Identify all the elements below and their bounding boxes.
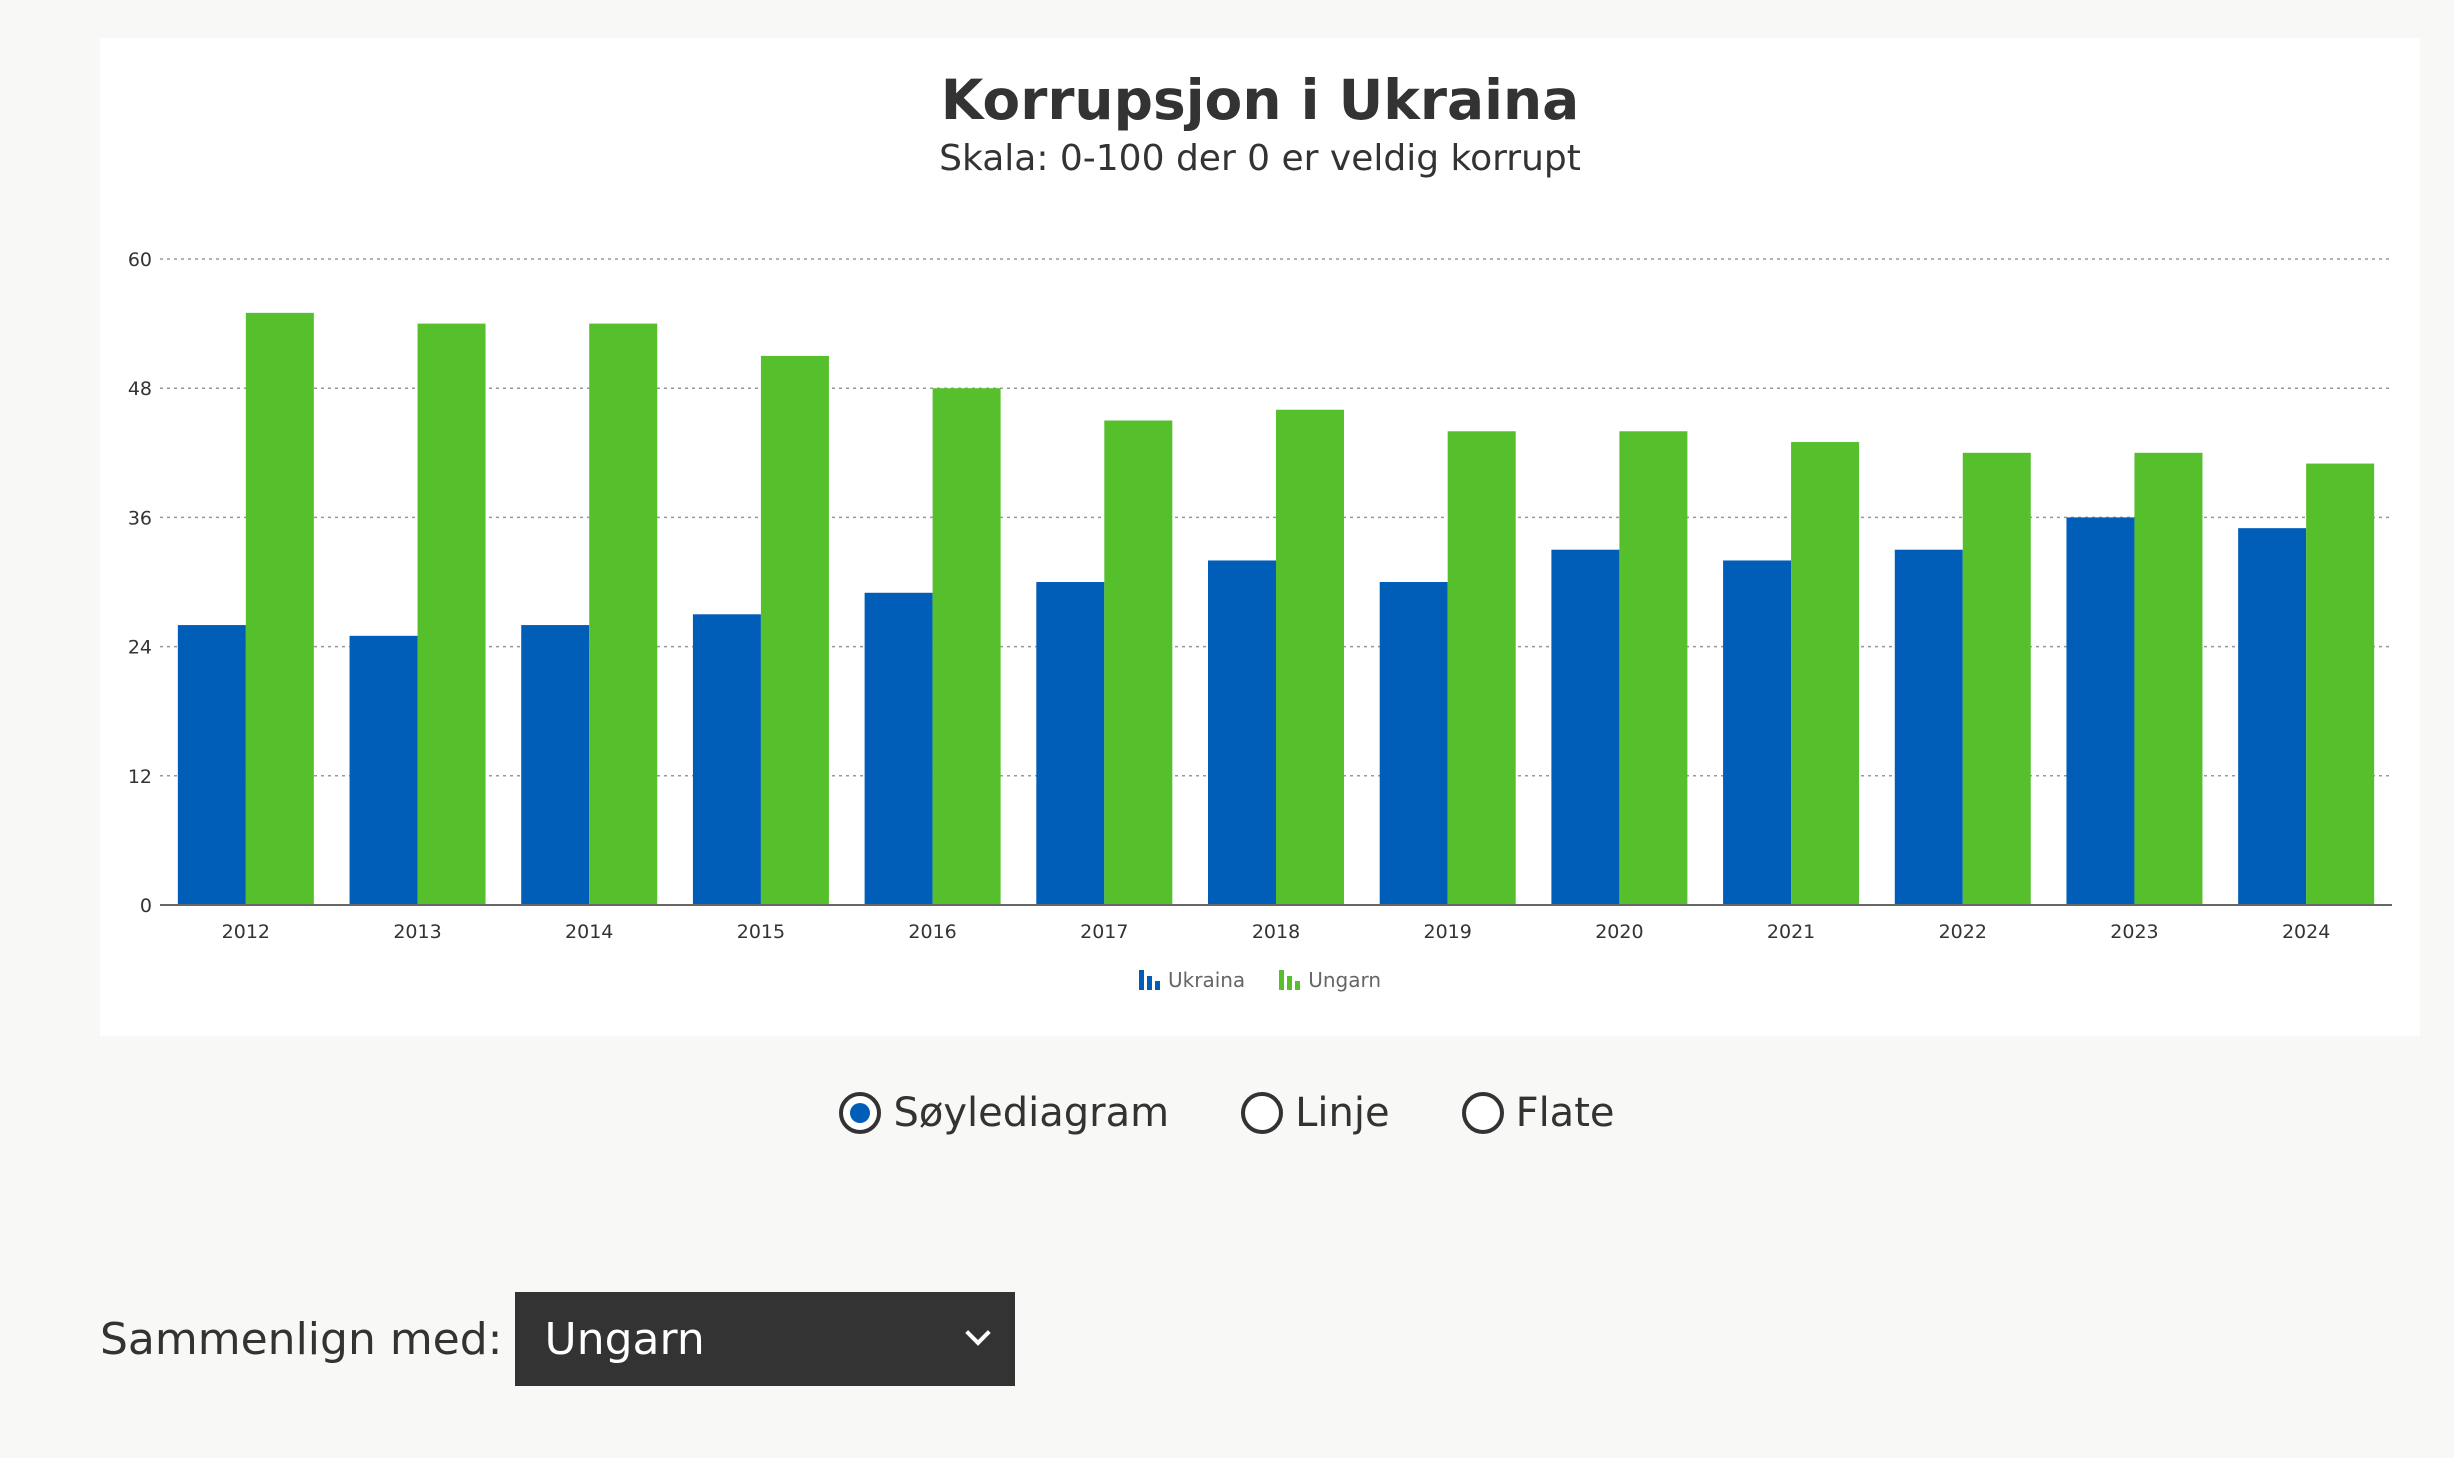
x-tick-label: 2021 <box>1767 921 1815 943</box>
legend-icon-bar <box>1139 970 1144 990</box>
x-tick-label: 2022 <box>1939 921 1987 943</box>
legend-icon-bar <box>1279 970 1285 990</box>
radio-label[interactable]: Linje <box>1295 1090 1390 1136</box>
chevron-down-icon <box>964 1320 991 1346</box>
x-tick-label: 2019 <box>1424 921 1472 943</box>
bar-chart: 0 12 24 36 48 60 2012 2013 2014 2015 2016 2017 2018 2… <box>128 249 2392 943</box>
bar-ukraina-2024[interactable] <box>2238 528 2307 905</box>
bar-ukraina-2016[interactable] <box>864 592 933 905</box>
radio-button-icon[interactable] <box>1241 1092 1284 1134</box>
bar-ungarn-2021[interactable] <box>1791 442 1860 905</box>
bar-ukraina-2022[interactable] <box>1894 549 1963 905</box>
bar-ungarn-2020[interactable] <box>1619 431 1688 905</box>
bar-ungarn-2024[interactable] <box>2306 463 2375 905</box>
x-tick-label: 2023 <box>2110 921 2158 943</box>
legend-icon-bar <box>1155 981 1160 990</box>
x-tick-label: 2013 <box>393 921 441 943</box>
radio-label[interactable]: Flate <box>1515 1090 1615 1136</box>
bar-ukraina-2019[interactable] <box>1379 582 1448 905</box>
legend-icon-bar <box>1295 981 1301 990</box>
legend-label: Ungarn <box>1308 968 1381 992</box>
legend-icon-bar <box>1147 976 1152 990</box>
x-tick-label: 2016 <box>908 921 956 943</box>
radio-button-icon[interactable] <box>1461 1092 1504 1134</box>
bar-ungarn-2022[interactable] <box>1962 452 2031 905</box>
bar-ungarn-2018[interactable] <box>1276 409 1344 905</box>
bar-ungarn-2023[interactable] <box>2134 452 2203 905</box>
bar-ukraina-2020[interactable] <box>1551 549 1620 905</box>
x-tick-label: 2015 <box>737 921 785 943</box>
bar-ukraina-2013[interactable] <box>349 635 418 905</box>
legend-icon-bar <box>1287 976 1293 990</box>
x-tick-label: 2020 <box>1595 921 1643 943</box>
radio-soylediagram[interactable]: Søylediagram <box>839 1090 1169 1136</box>
y-tick-label: 12 <box>128 766 152 788</box>
bar-ungarn-2019[interactable] <box>1447 431 1516 905</box>
bar-chart-icon <box>1139 970 1160 990</box>
y-tick-label: 0 <box>140 895 152 917</box>
bar-ungarn-2015[interactable] <box>760 355 829 905</box>
y-tick-label: 60 <box>128 249 152 271</box>
x-tick-label: 2017 <box>1080 921 1128 943</box>
radio-button-icon[interactable] <box>839 1092 882 1134</box>
x-tick-label: 2014 <box>565 921 613 943</box>
bar-chart-icon <box>1279 970 1301 990</box>
radio-selected-dot <box>850 1103 871 1123</box>
chart-card: Korrupsjon i Ukraina Skala: 0-100 der 0 … <box>100 38 2420 1036</box>
compare-control: Sammenlign med: Ungarn <box>100 1292 1015 1386</box>
chart-title: Korrupsjon i Ukraina <box>940 68 1580 132</box>
bars <box>177 312 2375 906</box>
chart-type-selector: Søylediagram Linje Flate <box>0 1090 2454 1136</box>
bar-ungarn-2016[interactable] <box>932 388 1001 905</box>
bar-ukraina-2017[interactable] <box>1036 582 1105 905</box>
legend-item-ungarn[interactable]: Ungarn <box>1279 968 1381 992</box>
x-tick-label: 2024 <box>2282 921 2330 943</box>
axes: 0 12 24 36 48 60 2012 2013 2014 2015 2016 2017 2018 2… <box>128 249 2392 943</box>
legend-item-ukraina[interactable]: Ukraina <box>1139 968 1245 992</box>
compare-label: Sammenlign med: <box>100 1313 503 1365</box>
bar-ungarn-2012[interactable] <box>245 312 314 905</box>
y-tick-label: 36 <box>128 507 152 529</box>
bar-ungarn-2014[interactable] <box>589 323 658 906</box>
x-tick-label: 2018 <box>1252 921 1300 943</box>
chart-subtitle: Skala: 0-100 der 0 er veldig korrupt <box>939 138 1581 179</box>
legend-label: Ukraina <box>1168 968 1246 992</box>
chart-legend: Ukraina Ungarn <box>100 968 2420 992</box>
bar-ukraina-2021[interactable] <box>1723 560 1792 905</box>
y-tick-label: 24 <box>128 637 152 659</box>
bar-ukraina-2023[interactable] <box>2066 517 2135 905</box>
bar-ungarn-2013[interactable] <box>417 323 486 906</box>
compare-select-value: Ungarn <box>544 1313 705 1365</box>
bar-ungarn-2017[interactable] <box>1104 420 1173 906</box>
bar-ukraina-2018[interactable] <box>1208 560 1276 905</box>
bar-ukraina-2015[interactable] <box>692 614 761 905</box>
y-tick-label: 48 <box>128 378 152 400</box>
bar-ukraina-2012[interactable] <box>177 625 246 905</box>
bar-ukraina-2014[interactable] <box>521 625 590 905</box>
compare-select[interactable]: Ungarn <box>514 1292 1015 1386</box>
radio-linje[interactable]: Linje <box>1241 1090 1390 1136</box>
x-tick-label: 2012 <box>222 921 270 943</box>
radio-label[interactable]: Søylediagram <box>893 1090 1170 1136</box>
radio-flate[interactable]: Flate <box>1461 1090 1615 1136</box>
